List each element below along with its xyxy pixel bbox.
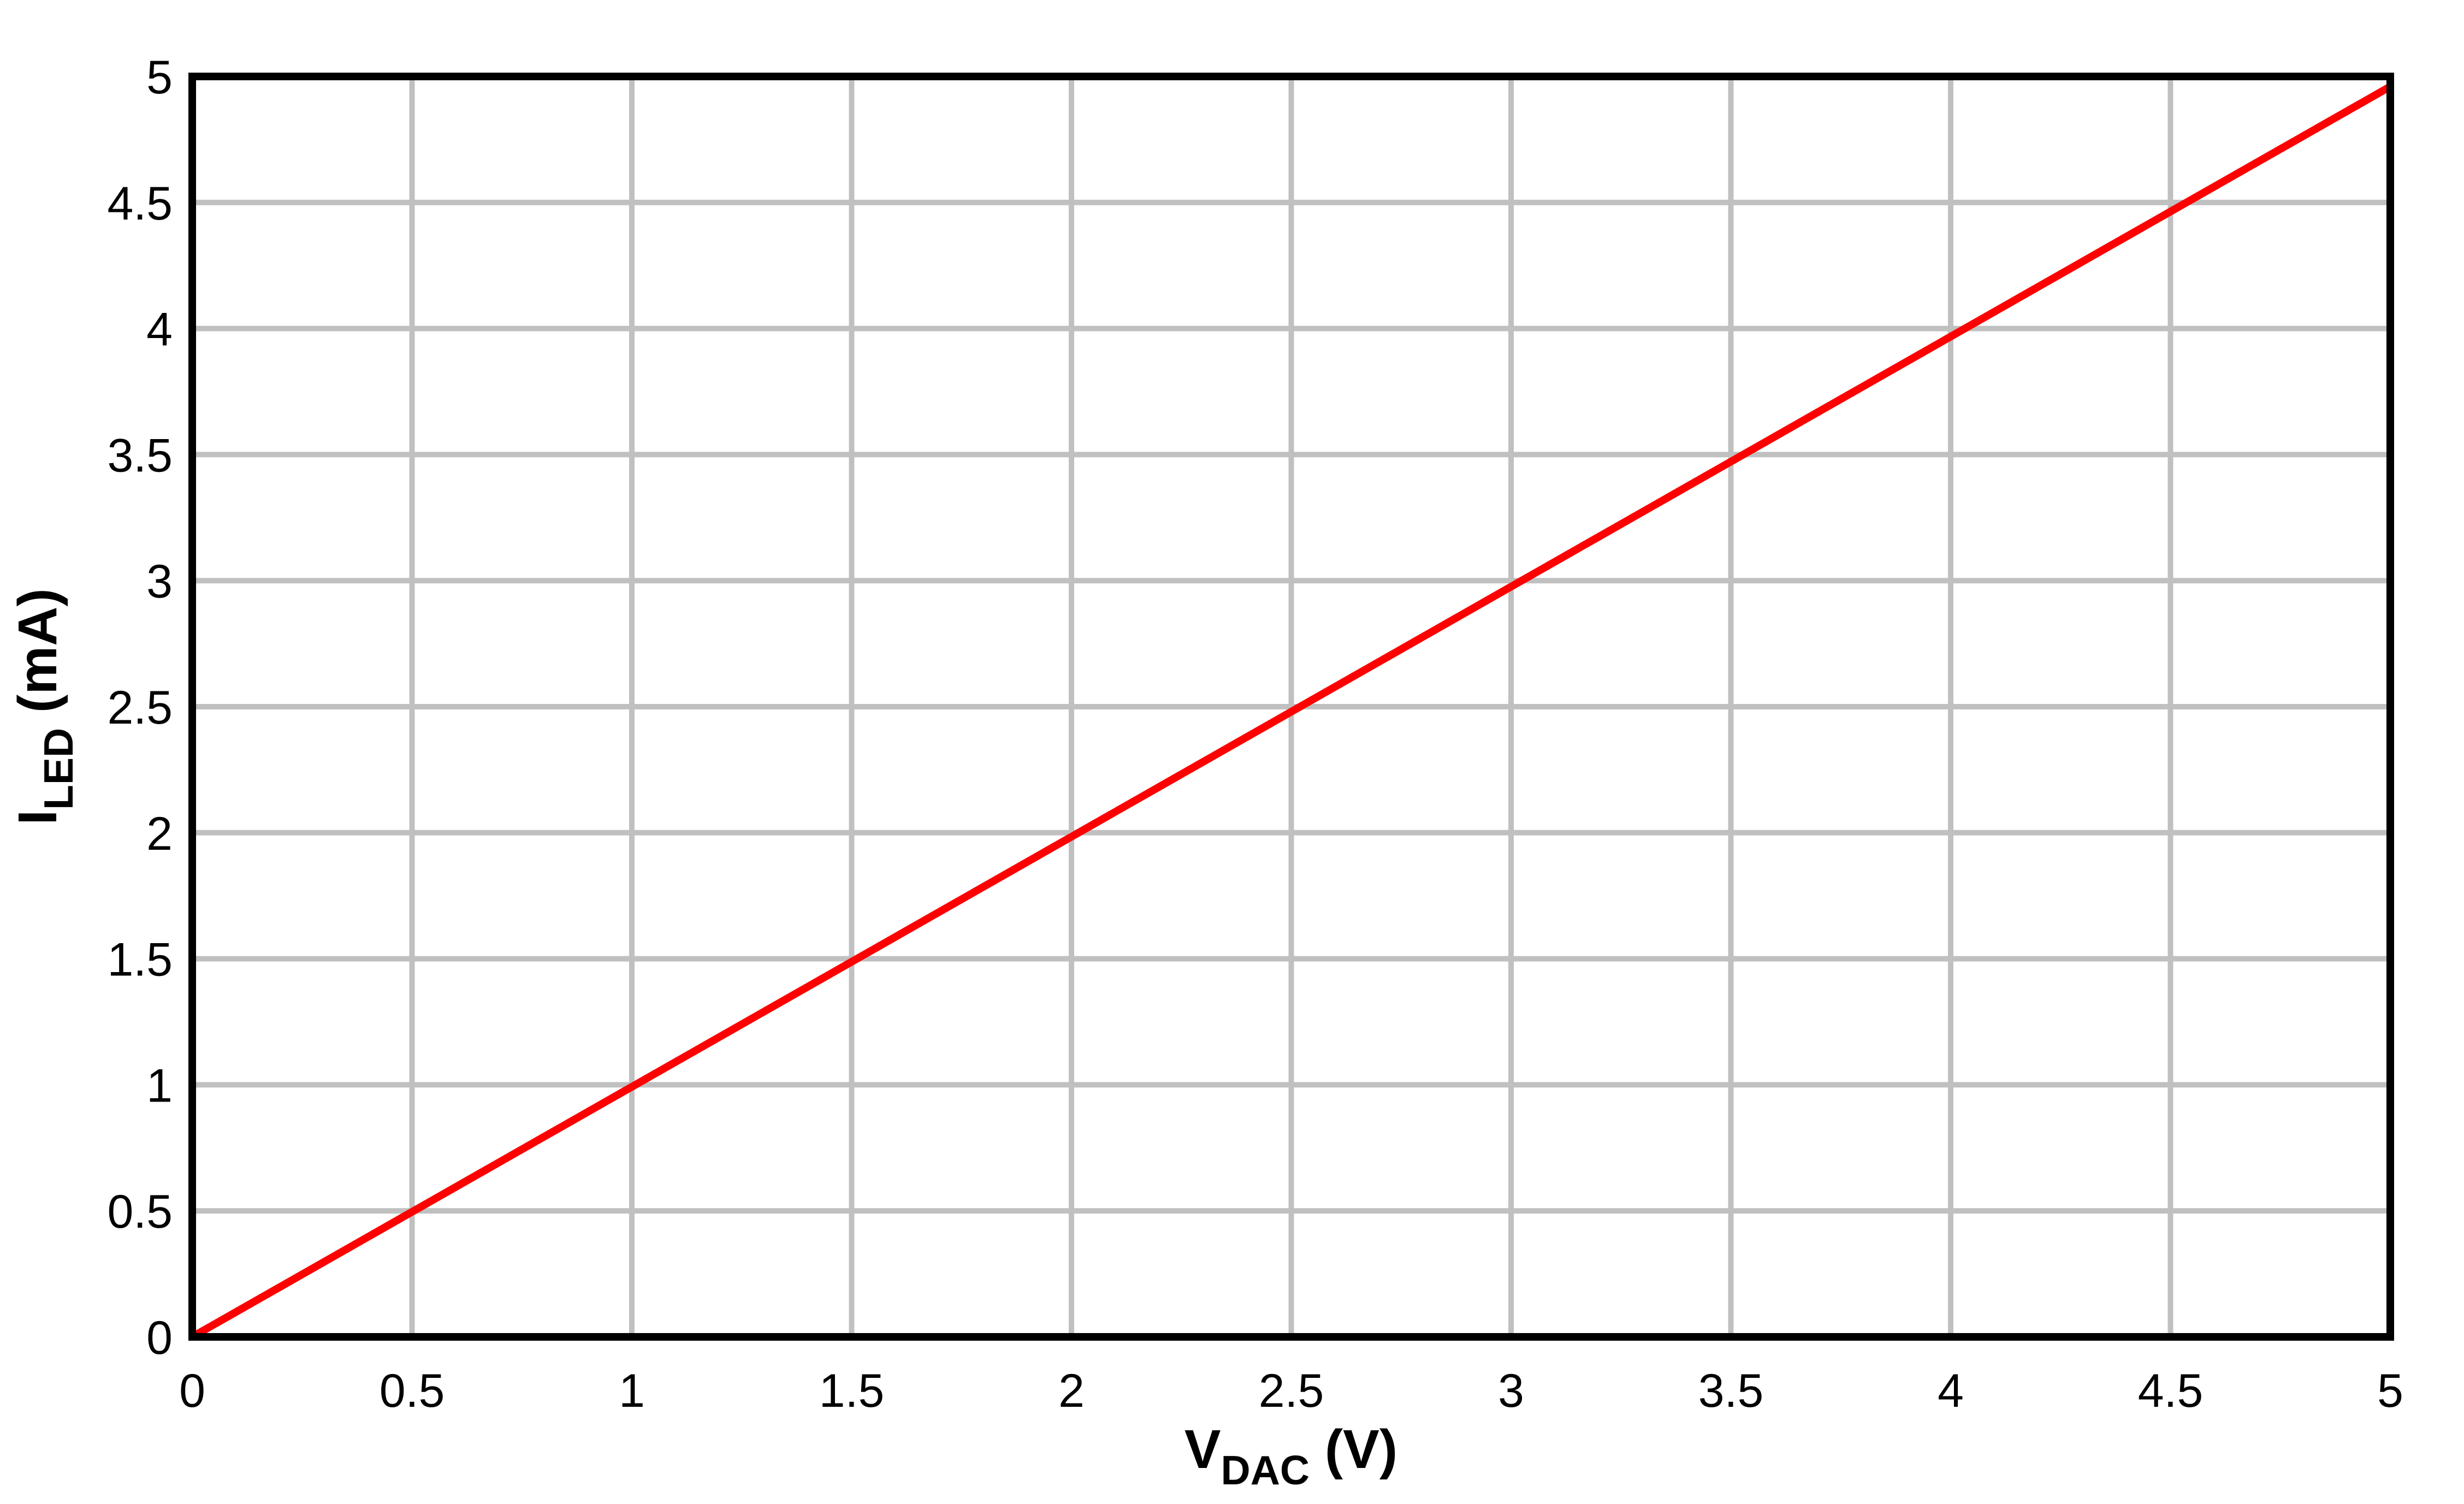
x-axis-tick-labels: 0 0.5 1 1.5 2 2.5 3 3.5 4 4.5 5 xyxy=(179,1365,2403,1417)
y-axis-title: ILED (mA) xyxy=(7,588,81,825)
y-tick-label: 2 xyxy=(146,808,173,860)
x-tick-label: 3.5 xyxy=(1698,1365,1764,1417)
y-tick-label: 1 xyxy=(146,1059,173,1112)
y-tick-label: 3 xyxy=(146,555,173,608)
series-line xyxy=(190,83,2392,1341)
x-tick-label: 4.5 xyxy=(2138,1365,2204,1417)
x-tick-label: 3 xyxy=(1498,1365,1524,1417)
y-tick-label: 0.5 xyxy=(107,1186,173,1238)
x-axis-symbol: V xyxy=(1184,1419,1221,1480)
y-tick-label: 5 xyxy=(146,51,173,104)
x-axis-subscript: DAC xyxy=(1221,1447,1310,1493)
x-axis-title: VDAC (V) xyxy=(1184,1419,1397,1493)
y-tick-label: 4 xyxy=(146,304,173,356)
x-tick-label: 0 xyxy=(179,1365,205,1417)
x-tick-label: 4 xyxy=(1938,1365,1964,1417)
x-tick-label: 1.5 xyxy=(819,1365,885,1417)
x-tick-label: 1 xyxy=(619,1365,645,1417)
plot-border xyxy=(188,73,2394,1341)
x-tick-label: 0.5 xyxy=(380,1365,445,1417)
y-tick-label: 0 xyxy=(146,1312,173,1364)
x-tick-label: 5 xyxy=(2377,1365,2403,1417)
y-tick-label: 4.5 xyxy=(107,177,173,230)
x-tick-label: 2 xyxy=(1058,1365,1085,1417)
y-axis-unit: (mA) xyxy=(7,588,68,728)
y-axis-subscript: LED xyxy=(35,728,81,810)
y-tick-label: 3.5 xyxy=(107,429,173,482)
x-axis-unit: (V) xyxy=(1310,1419,1397,1480)
y-axis-symbol: I xyxy=(7,810,68,825)
y-tick-label: 2.5 xyxy=(107,682,173,734)
x-tick-label: 2.5 xyxy=(1259,1365,1324,1417)
y-axis-tick-labels: 0 0.5 1 1.5 2 2.5 3 3.5 4 4.5 5 xyxy=(107,51,173,1364)
y-tick-label: 1.5 xyxy=(107,934,173,986)
data-series-layer xyxy=(190,83,2392,1341)
